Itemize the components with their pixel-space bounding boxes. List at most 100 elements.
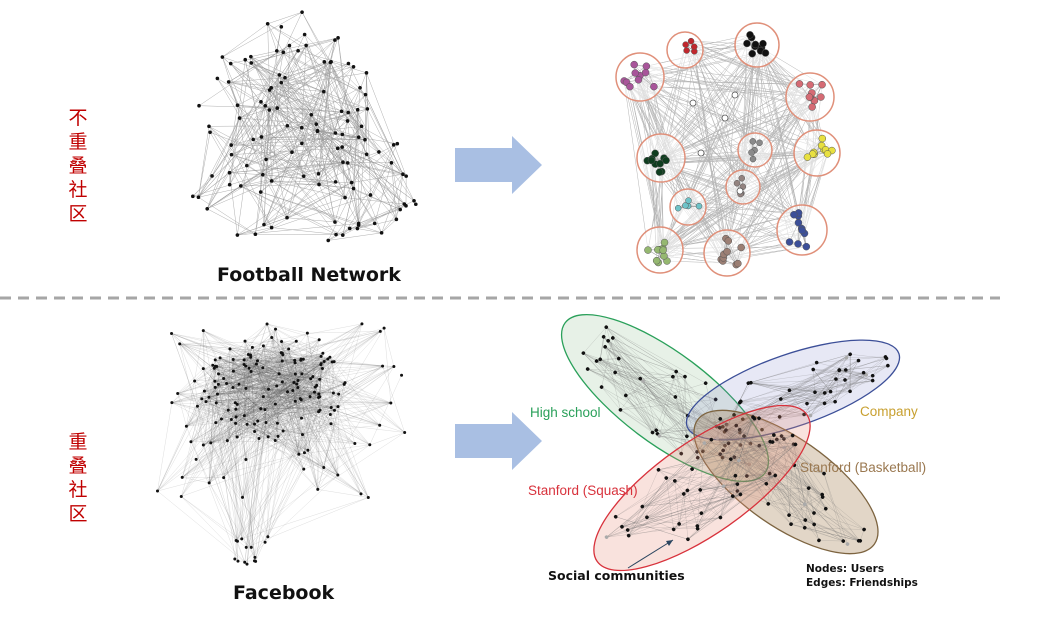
edge (186, 357, 330, 427)
edge (277, 361, 333, 437)
edge (319, 364, 322, 411)
edge (317, 126, 362, 132)
edge (267, 398, 301, 437)
edge (205, 364, 321, 402)
node (263, 103, 268, 108)
edge (279, 74, 336, 134)
edge (209, 362, 296, 483)
edge (231, 380, 299, 420)
node (262, 222, 266, 227)
edge (276, 376, 313, 387)
edge (337, 148, 405, 205)
edge (250, 354, 255, 425)
edge (235, 396, 320, 424)
edge (235, 396, 311, 418)
node (280, 380, 284, 384)
edge (203, 444, 245, 563)
edge (835, 372, 864, 380)
edge (587, 368, 685, 377)
edge (253, 139, 320, 185)
node (231, 385, 235, 389)
node (382, 326, 386, 330)
edge (237, 404, 303, 435)
edge (203, 366, 217, 446)
edge (221, 418, 279, 437)
edge (242, 423, 332, 498)
edge (250, 37, 339, 57)
node (267, 88, 272, 92)
node (219, 417, 223, 421)
edge (606, 327, 704, 452)
edge (839, 370, 867, 375)
edge (208, 126, 320, 185)
edge (335, 132, 359, 138)
edge (675, 396, 688, 437)
edge (262, 367, 339, 395)
edge (215, 359, 299, 455)
edge (179, 343, 322, 357)
node (368, 193, 373, 197)
edge (231, 154, 320, 185)
edge (244, 356, 322, 416)
edge (245, 360, 295, 367)
edge (203, 368, 210, 398)
edge (742, 370, 840, 420)
node (264, 157, 268, 162)
node (687, 37, 695, 45)
edge (233, 370, 302, 419)
edge (276, 385, 279, 437)
edge (208, 397, 302, 419)
node (599, 385, 604, 389)
edge (218, 364, 245, 375)
edge (262, 364, 321, 368)
edge (295, 401, 391, 404)
edge (215, 387, 246, 389)
edge (839, 370, 873, 381)
edge (300, 398, 369, 498)
edge (246, 329, 276, 425)
edge (344, 154, 367, 198)
edge (282, 362, 296, 382)
edge (244, 340, 299, 388)
edge (250, 357, 284, 432)
edge (748, 354, 851, 384)
node (281, 50, 286, 55)
edge (250, 354, 255, 425)
edge (186, 340, 246, 427)
node (295, 382, 299, 386)
edge (348, 63, 404, 175)
edge (220, 354, 249, 359)
edge (268, 329, 276, 390)
node (823, 150, 832, 158)
edge (244, 382, 295, 416)
edge (215, 362, 296, 388)
edge (210, 440, 276, 444)
edge (217, 382, 294, 395)
edge (233, 370, 311, 379)
edge (218, 357, 330, 385)
edge (810, 391, 831, 416)
edge (251, 422, 267, 548)
node (316, 172, 321, 176)
edge (282, 352, 319, 412)
edge (806, 391, 831, 404)
edge (201, 398, 248, 425)
edge (250, 354, 320, 380)
edge (229, 348, 303, 435)
edge (583, 352, 616, 373)
edge (231, 125, 288, 155)
edge (381, 174, 404, 233)
edge (301, 12, 362, 127)
node (400, 373, 404, 377)
edge (157, 419, 232, 492)
edge (257, 360, 280, 374)
edge (203, 403, 276, 446)
edge (177, 393, 261, 409)
edge (656, 430, 723, 458)
edge (215, 366, 320, 380)
edge (789, 372, 864, 391)
edge (265, 62, 331, 106)
node (713, 397, 718, 402)
edge (232, 348, 289, 388)
